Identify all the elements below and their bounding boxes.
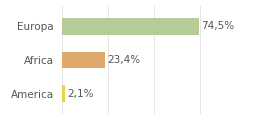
Text: 23,4%: 23,4% [107,55,140,65]
Bar [62,18,199,35]
Bar [62,52,105,68]
Text: 2,1%: 2,1% [68,89,94,99]
Bar [62,85,66,102]
Text: 74,5%: 74,5% [202,21,235,31]
